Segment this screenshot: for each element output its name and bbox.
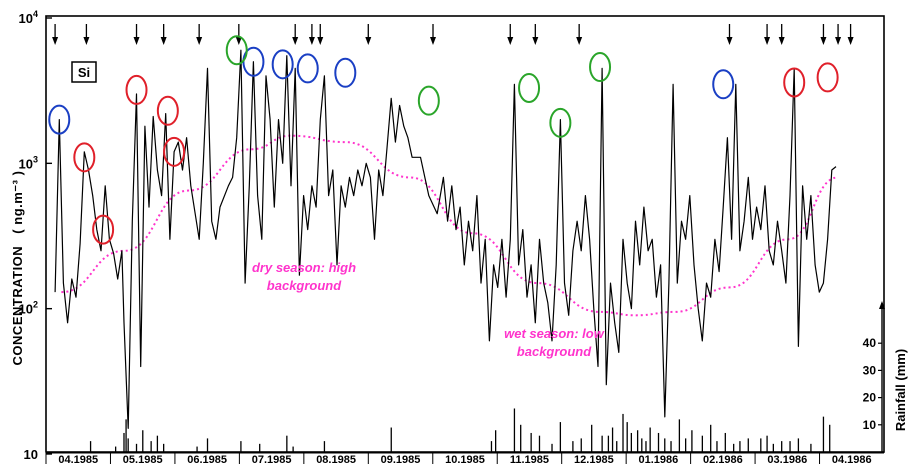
event-arrow-head <box>292 37 299 45</box>
y-tick-label: 102 <box>19 300 38 317</box>
plot-frame <box>45 15 885 453</box>
event-arrow-head <box>847 37 854 45</box>
highlight-circle-red <box>783 67 806 98</box>
event-arrows-layer <box>52 24 854 45</box>
highlight-circle-red <box>816 62 839 93</box>
concentration-series-line <box>54 49 837 429</box>
y-ticks-layer: 10 102 103 104 <box>19 9 52 462</box>
rainfall-axis-arrow <box>879 301 885 309</box>
y-tick-label: 104 <box>19 9 38 26</box>
rainfall-axis-label: Rainfall (mm) <box>893 349 908 431</box>
dry-season-annotation-line1: dry season: high <box>252 260 356 275</box>
month-label: 12.1985 <box>574 454 614 464</box>
highlight-circle-blue <box>48 104 71 135</box>
element-label: Si <box>78 65 90 80</box>
event-arrow-head <box>160 37 167 45</box>
highlight-circle-red <box>73 142 96 173</box>
y-axis-label-text: CONCENTRATION <box>10 246 25 366</box>
month-label: 04.1986 <box>832 454 872 464</box>
month-label: 04.1985 <box>58 454 98 464</box>
highlight-circle-green <box>549 107 572 138</box>
event-arrow-head <box>778 37 785 45</box>
event-arrow-head <box>726 37 733 45</box>
rainfall-tick-label: 30 <box>863 363 877 377</box>
event-arrow-head <box>308 37 315 45</box>
month-label: 09.1985 <box>381 454 421 464</box>
rainfall-tick-label: 10 <box>863 418 877 432</box>
highlight-circle-blue <box>271 49 294 80</box>
wet-season-annotation-line2: background <box>517 344 592 359</box>
event-arrow-head <box>365 37 372 45</box>
event-arrow-head <box>235 37 242 45</box>
event-arrow-head <box>83 37 90 45</box>
event-arrow-head <box>507 37 514 45</box>
event-arrow-head <box>532 37 539 45</box>
rainfall-tick-label: 40 <box>863 336 877 350</box>
event-arrow-head <box>52 37 59 45</box>
concentration-series-layer <box>54 49 837 429</box>
event-arrow-head <box>317 37 324 45</box>
highlight-circle-red <box>163 136 186 167</box>
event-arrow-head <box>196 37 203 45</box>
y-axis-unit: ( ng.m⁻³ ) <box>10 171 25 234</box>
month-label: 03.1986 <box>767 454 807 464</box>
highlight-circle-green <box>518 72 541 103</box>
month-labels-layer: 04.1985 05.1985 06.1985 07.1985 08.1985 09.19… <box>45 452 884 464</box>
highlight-circle-blue <box>296 53 319 84</box>
y-axis-label: CONCENTRATION ( ng.m⁻³ ) <box>10 171 25 366</box>
month-label: 05.1985 <box>123 454 163 464</box>
highlight-circle-red <box>156 95 179 126</box>
month-label: 08.1985 <box>316 454 356 464</box>
month-label: 02.1986 <box>703 454 743 464</box>
wet-season-annotation-line1: wet season: low <box>504 326 605 341</box>
dry-season-annotation-line2: background <box>267 278 342 293</box>
event-arrow-head <box>576 37 583 45</box>
event-arrow-head <box>430 37 437 45</box>
highlight-circle-red <box>125 74 148 105</box>
highlight-circle-blue <box>712 69 735 100</box>
event-arrow-head <box>133 37 140 45</box>
rainfall-bars-layer <box>89 408 831 452</box>
highlight-circle-blue <box>334 57 357 88</box>
event-arrow-head <box>835 37 842 45</box>
month-label: 10.1985 <box>445 454 485 464</box>
y-tick-label: 10 <box>24 447 38 462</box>
background-curve <box>61 134 839 317</box>
highlight-circles-layer <box>48 35 839 245</box>
rainfall-axis-layer: 10 20 30 40 <box>863 301 885 452</box>
month-label: 11.1985 <box>510 454 549 464</box>
month-label: 07.1985 <box>252 454 292 464</box>
month-label: 01.1986 <box>639 454 679 464</box>
highlight-circle-green <box>417 85 440 116</box>
event-arrow-head <box>764 37 771 45</box>
rainfall-tick-label: 20 <box>863 391 877 405</box>
highlight-circle-red <box>92 214 115 245</box>
event-arrow-head <box>820 37 827 45</box>
highlight-circle-green <box>225 35 248 66</box>
y-tick-label: 103 <box>19 154 38 171</box>
month-label: 06.1985 <box>187 454 227 464</box>
background-curve-layer <box>61 134 839 317</box>
element-label-box <box>71 61 97 83</box>
highlight-circle-green <box>589 52 612 83</box>
